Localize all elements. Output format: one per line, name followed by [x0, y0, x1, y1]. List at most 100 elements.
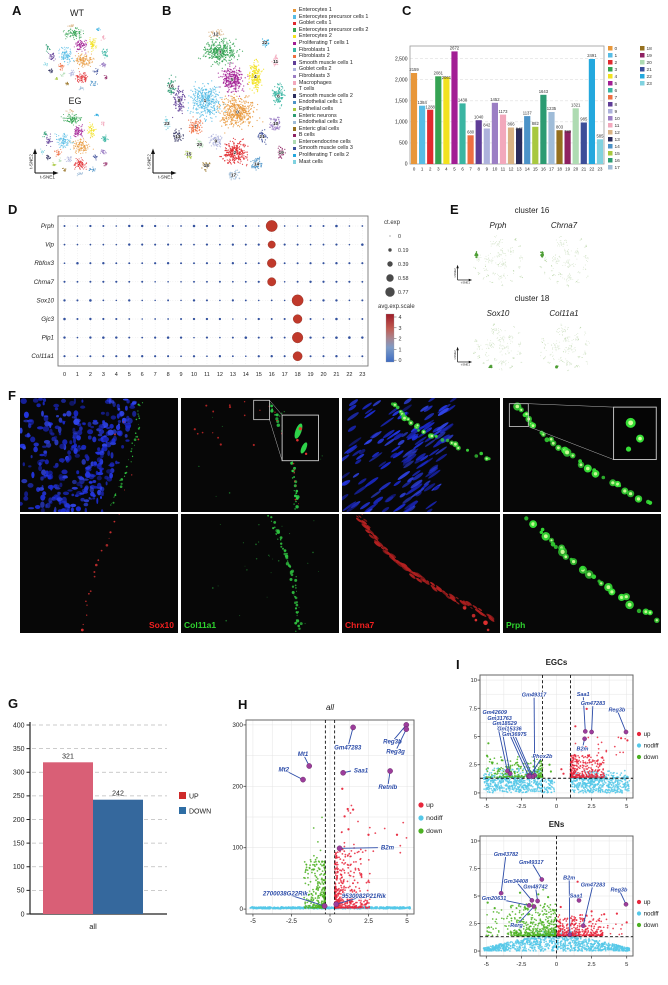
svg-text:t-SNE1: t-SNE1 [158, 175, 173, 180]
volcano-ens-title: ENs [548, 820, 565, 829]
svg-text:22: 22 [262, 40, 268, 46]
svg-text:4: 4 [615, 74, 618, 80]
svg-text:1452: 1452 [490, 97, 500, 102]
svg-text:20: 20 [573, 167, 578, 172]
legend-label: Endothelial cells 2 [298, 119, 343, 126]
legend-label: Enterocytes precursor cells 1 [298, 13, 369, 20]
tsne-plot-eg [40, 108, 109, 177]
legend-label: Fibroblasts 2 [298, 53, 330, 60]
panel-h-label: H [238, 697, 248, 712]
svg-text:20: 20 [647, 60, 653, 66]
panel-a-title-wt: WT [70, 8, 84, 18]
svg-text:9: 9 [615, 109, 618, 115]
svg-text:1: 1 [615, 53, 618, 59]
svg-text:2: 2 [234, 150, 237, 156]
legend-swatch [293, 41, 297, 45]
volcano-all-title: all [325, 703, 334, 712]
micrograph-col11a1 [181, 514, 339, 633]
svg-text:5: 5 [231, 77, 234, 83]
channel-label-chrna7: Chrna7 [345, 620, 375, 630]
legend-label: Smooth muscle cells 2 [298, 92, 353, 99]
cell-type-legend: Enterocytes 1 Enterocytes precursor cells… [293, 7, 385, 165]
legend-swatch [293, 107, 297, 111]
legend-swatch [293, 8, 297, 12]
svg-text:500: 500 [399, 141, 408, 147]
legend-label: B cells [298, 132, 315, 139]
cell-type-legend-item: Fibroblasts 1 [293, 47, 385, 54]
legend-swatch [293, 94, 297, 98]
svg-text:16: 16 [541, 167, 546, 172]
panel-i-label: I [456, 657, 460, 672]
svg-text:5: 5 [453, 167, 456, 172]
cell-type-legend-item: Endothelial cells 1 [293, 99, 385, 106]
legend-label: Macrophages [298, 79, 332, 86]
channel-label-col11a1: Col11a1 [184, 620, 217, 630]
svg-text:23: 23 [598, 167, 603, 172]
svg-text:15: 15 [615, 151, 621, 157]
legend-label: Goblet cells 1 [298, 20, 332, 27]
svg-text:985: 985 [580, 117, 588, 122]
svg-text:6: 6 [461, 167, 464, 172]
legend-label: Smooth muscle cells 3 [298, 145, 353, 152]
svg-text:1643: 1643 [539, 89, 549, 94]
svg-text:16: 16 [615, 158, 621, 164]
legend-label: Enterocytes 2 [298, 33, 332, 40]
svg-text:866: 866 [508, 122, 516, 127]
cell-type-legend-item: Proliferating T cells 2 [293, 152, 385, 159]
svg-text:23: 23 [164, 121, 170, 127]
legend-label: Mast cells [298, 158, 323, 165]
svg-text:1438: 1438 [458, 98, 468, 103]
svg-text:1: 1 [421, 167, 424, 172]
panel-a-label: A [12, 3, 22, 18]
legend-label: Epithelial cells [298, 105, 334, 112]
svg-text:14: 14 [254, 161, 260, 167]
svg-text:7: 7 [615, 95, 618, 101]
svg-text:3: 3 [615, 67, 618, 73]
cell-type-legend-item: Enteroendocrine cells [293, 139, 385, 146]
micrograph-chrna7 [342, 514, 500, 633]
svg-text:1: 1 [204, 98, 207, 104]
svg-text:2: 2 [429, 167, 432, 172]
svg-text:15: 15 [533, 167, 538, 172]
svg-text:11: 11 [273, 59, 278, 65]
svg-text:3: 3 [219, 50, 222, 56]
gene-chrna7-title: Chrna7 [550, 221, 578, 230]
svg-text:1288: 1288 [426, 104, 436, 109]
micrograph-merge-sox10 [20, 398, 178, 512]
svg-text:21: 21 [647, 67, 653, 73]
svg-text:680: 680 [467, 130, 475, 135]
svg-text:11: 11 [501, 167, 506, 172]
panel-a-title-eg: EG [68, 96, 82, 106]
legend-label: Enteroendocrine cells [298, 138, 351, 145]
cell-type-legend-item: T cells [293, 86, 385, 93]
feature-plot-col11a1 [540, 323, 590, 372]
volcano-plot-all: -5 -2.5 0 2.5 50100200300upnodiffdownGm47283… [232, 719, 443, 925]
svg-text:21: 21 [581, 167, 586, 172]
svg-text:2491: 2491 [587, 53, 597, 58]
legend-swatch [293, 114, 297, 118]
svg-text:1040: 1040 [474, 114, 484, 119]
legend-swatch [293, 133, 297, 138]
panel-d-label: D [8, 202, 18, 217]
svg-text:803: 803 [556, 124, 564, 129]
svg-text:1137: 1137 [523, 110, 533, 115]
tsne-points [163, 28, 286, 181]
micrograph-merge-prph [503, 398, 661, 512]
svg-text:1,500: 1,500 [395, 98, 408, 104]
cell-type-legend-item: Enteric neurons [293, 113, 385, 120]
panel-g-label: G [8, 696, 19, 711]
svg-text:0: 0 [615, 46, 618, 52]
cell-type-legend-item: Goblet cells 1 [293, 20, 385, 27]
svg-text:17: 17 [549, 167, 554, 172]
svg-text:12: 12 [213, 32, 219, 38]
tsne-plot-wt [43, 24, 109, 91]
svg-text:6: 6 [277, 93, 280, 99]
svg-text:842: 842 [483, 123, 491, 128]
svg-text:2,000: 2,000 [395, 77, 408, 83]
svg-text:18: 18 [557, 167, 562, 172]
